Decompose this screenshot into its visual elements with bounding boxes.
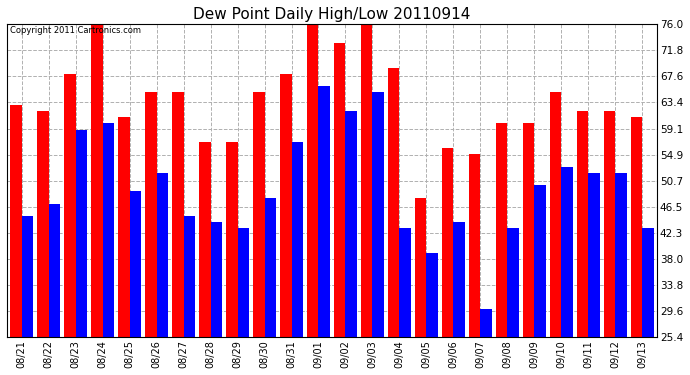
Bar: [415, 198, 426, 337]
Bar: [37, 111, 49, 337]
Bar: [157, 173, 168, 337]
Bar: [577, 111, 589, 337]
Bar: [346, 111, 357, 337]
Bar: [184, 216, 195, 337]
Bar: [523, 123, 534, 337]
Bar: [119, 117, 130, 337]
Bar: [172, 93, 184, 337]
Bar: [469, 154, 480, 337]
Bar: [22, 216, 33, 337]
Bar: [237, 228, 249, 337]
Bar: [480, 309, 492, 337]
Bar: [130, 191, 141, 337]
Bar: [76, 130, 87, 337]
Bar: [291, 142, 303, 337]
Bar: [442, 148, 453, 337]
Bar: [373, 93, 384, 337]
Bar: [64, 74, 76, 337]
Bar: [507, 228, 519, 337]
Bar: [280, 74, 291, 337]
Bar: [334, 43, 346, 337]
Bar: [631, 117, 642, 337]
Bar: [319, 86, 330, 337]
Bar: [388, 68, 400, 337]
Bar: [604, 111, 615, 337]
Bar: [146, 93, 157, 337]
Bar: [210, 222, 222, 337]
Bar: [642, 228, 653, 337]
Bar: [426, 253, 437, 337]
Title: Dew Point Daily High/Low 20110914: Dew Point Daily High/Low 20110914: [193, 7, 471, 22]
Bar: [534, 185, 546, 337]
Text: Copyright 2011 Cartronics.com: Copyright 2011 Cartronics.com: [10, 26, 141, 35]
Bar: [550, 93, 561, 337]
Bar: [307, 24, 319, 337]
Bar: [561, 166, 573, 337]
Bar: [103, 123, 114, 337]
Bar: [91, 24, 103, 337]
Bar: [400, 228, 411, 337]
Bar: [496, 123, 507, 337]
Bar: [10, 105, 22, 337]
Bar: [199, 142, 210, 337]
Bar: [264, 198, 276, 337]
Bar: [453, 222, 464, 337]
Bar: [589, 173, 600, 337]
Bar: [49, 204, 60, 337]
Bar: [226, 142, 237, 337]
Bar: [361, 24, 373, 337]
Bar: [615, 173, 627, 337]
Bar: [253, 93, 264, 337]
